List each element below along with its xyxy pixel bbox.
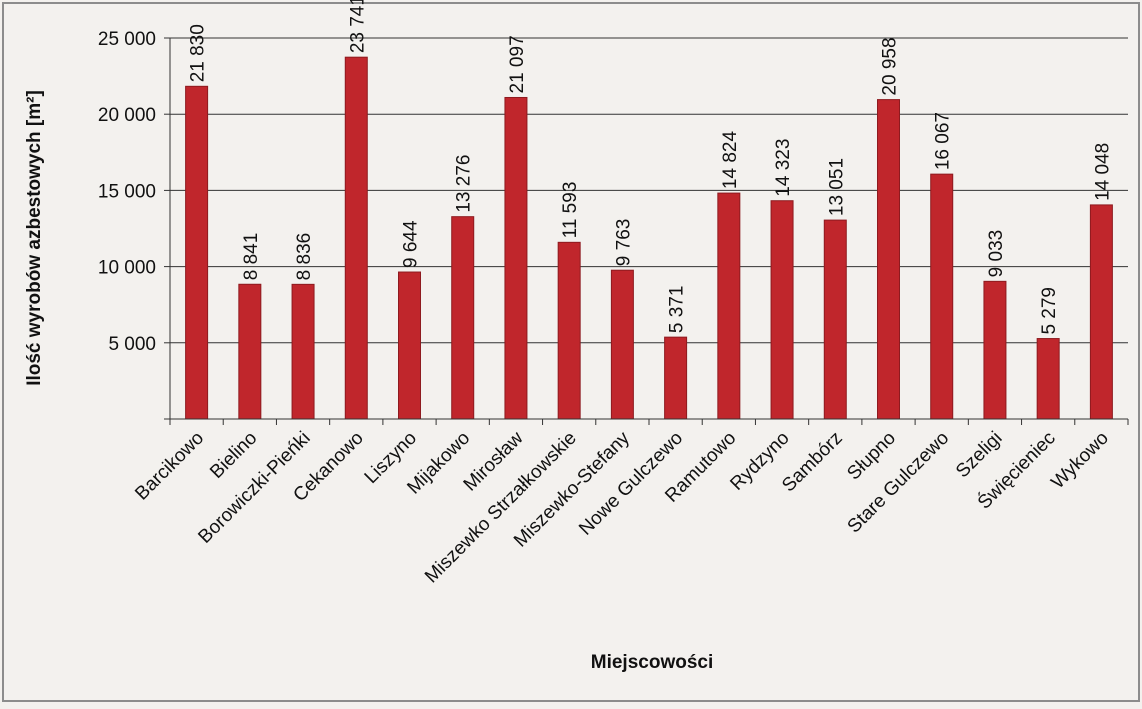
bar-8: [610, 269, 634, 420]
data-label-12: 13 051: [826, 158, 847, 216]
bar-7: [557, 241, 581, 420]
bar-6: [504, 96, 528, 420]
bar-16: [1036, 338, 1060, 420]
data-label-1: 8 841: [241, 233, 262, 281]
y-tick-label: 5 000: [108, 334, 156, 355]
bar-13: [877, 99, 900, 420]
data-label-11: 14 323: [773, 139, 794, 197]
data-label-4: 9 644: [401, 220, 422, 268]
bar-10: [717, 192, 741, 420]
y-tick-label: 20 000: [98, 105, 156, 126]
data-label-15: 9 033: [986, 230, 1007, 278]
bar-14: [930, 173, 954, 420]
bar-5: [451, 216, 475, 420]
category-label-17: Wykowo: [1047, 428, 1112, 493]
data-label-9: 5 371: [667, 286, 688, 334]
bar-15: [983, 280, 1007, 420]
bar-11: [770, 200, 794, 420]
data-label-3: 23 741: [347, 0, 368, 53]
y-axis-title: Ilość wyrobów azbestowych [m²]: [24, 90, 45, 386]
y-tick-label: 25 000: [98, 29, 156, 50]
data-label-6: 21 097: [507, 35, 528, 93]
data-label-14: 16 067: [933, 112, 954, 170]
axes: 5 000 10 000 15 000 20 000 25 000: [98, 29, 1129, 425]
data-label-5: 13 276: [454, 155, 475, 213]
data-label-8: 9 763: [613, 219, 634, 267]
data-label-7: 11 593: [560, 182, 581, 239]
bar-9: [664, 336, 688, 420]
data-label-16: 5 279: [1039, 287, 1060, 335]
grid: [170, 37, 1128, 344]
bars: [185, 56, 1113, 420]
data-label-13: 20 958: [880, 37, 901, 95]
y-tick-label: 15 000: [98, 181, 156, 202]
bar-12: [823, 219, 847, 420]
x-axis-title: Miejscowości: [591, 652, 714, 673]
bar-1: [238, 283, 262, 420]
bar-3: [344, 56, 368, 420]
category-label-0: Barcikowo: [131, 428, 208, 505]
data-label-17: 14 048: [1092, 143, 1113, 201]
bar-2: [291, 283, 315, 420]
y-tick-label: 10 000: [98, 258, 156, 279]
bar-4: [398, 271, 421, 420]
data-label-10: 14 824: [720, 131, 741, 190]
data-label-2: 8 836: [294, 233, 315, 281]
bar-17: [1089, 204, 1113, 420]
data-label-0: 21 830: [188, 24, 209, 82]
bar-0: [185, 85, 209, 420]
